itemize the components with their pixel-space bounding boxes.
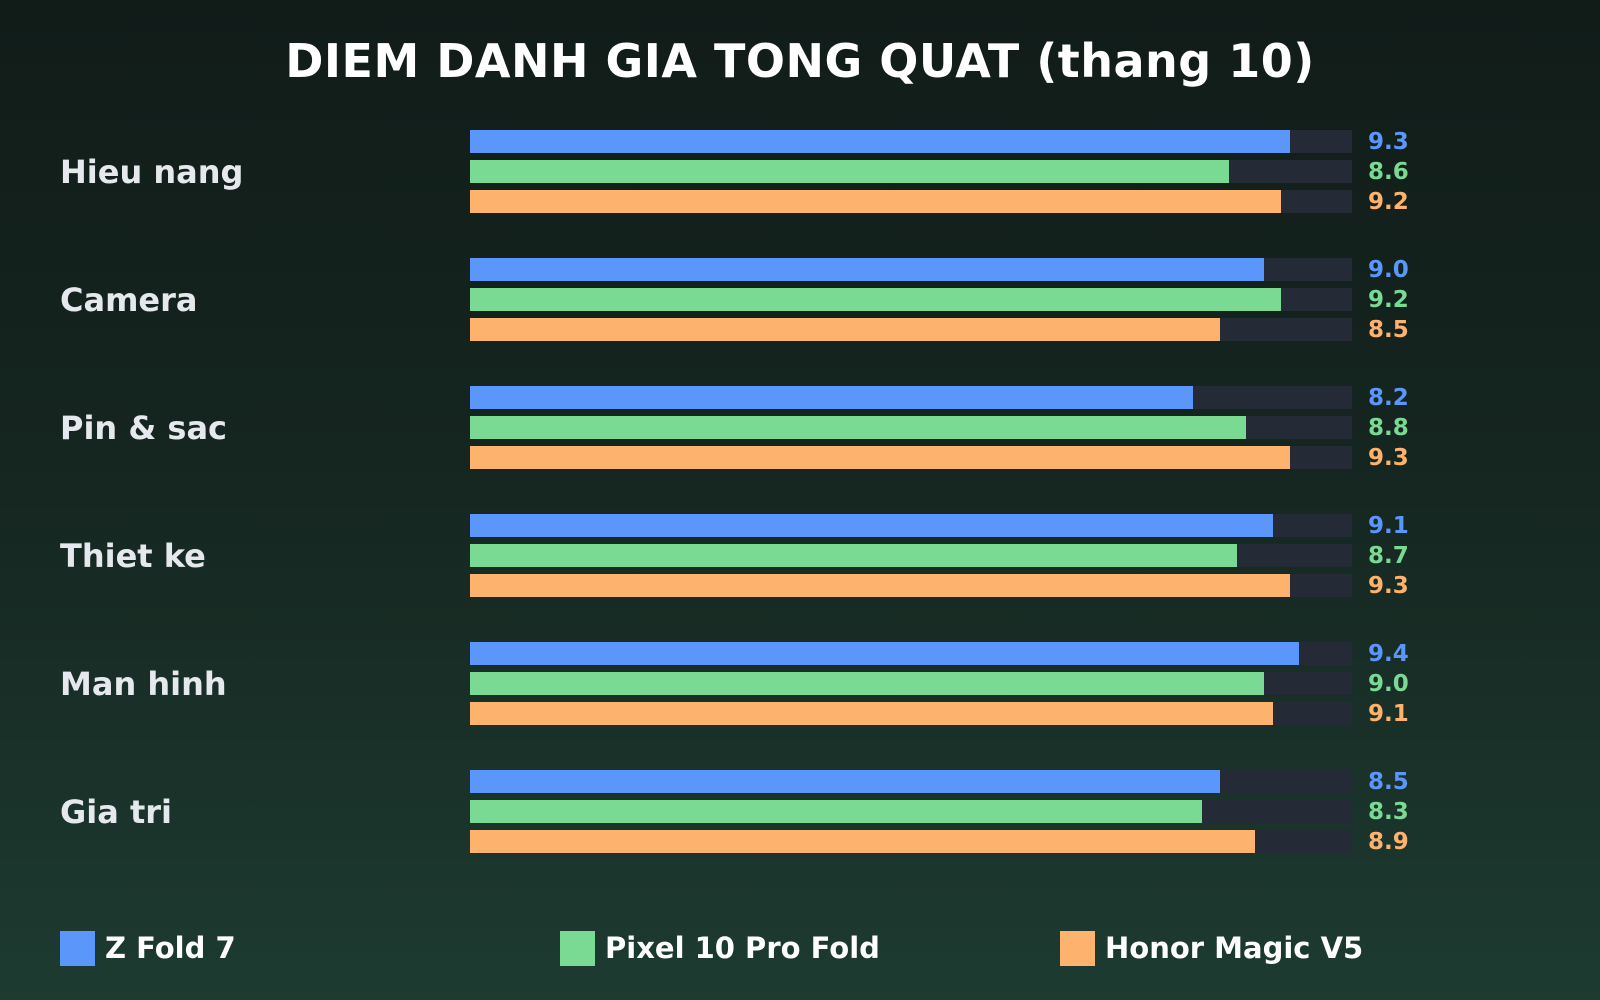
bar-gia-tri-honor-magic-v5 xyxy=(470,830,1255,853)
bar-thiet-ke-pixel-10-pro-fold xyxy=(470,544,1238,567)
bar-thiet-ke-honor-magic-v5 xyxy=(470,574,1291,597)
bar-track xyxy=(470,770,1352,793)
bar-track xyxy=(470,830,1352,853)
legend-label-pixel-10-pro-fold: Pixel 10 Pro Fold xyxy=(605,931,880,965)
bar-track xyxy=(470,130,1352,153)
value-label-pin-and-sac-pixel-10-pro-fold: 8.8 xyxy=(1368,415,1409,441)
bar-hieu-nang-pixel-10-pro-fold xyxy=(470,160,1229,183)
bar-pin-and-sac-honor-magic-v5 xyxy=(470,446,1291,469)
value-label-hieu-nang-pixel-10-pro-fold: 8.6 xyxy=(1368,159,1409,185)
bar-thiet-ke-z-fold-7 xyxy=(470,514,1273,537)
legend-item-honor-magic-v5: Honor Magic V5 xyxy=(1060,930,1363,966)
legend-swatch-z-fold-7 xyxy=(60,930,95,966)
bar-man-hinh-pixel-10-pro-fold xyxy=(470,672,1264,695)
value-label-pin-and-sac-honor-magic-v5: 9.3 xyxy=(1368,445,1409,471)
bar-camera-pixel-10-pro-fold xyxy=(470,288,1282,311)
value-label-camera-honor-magic-v5: 8.5 xyxy=(1368,317,1409,343)
bar-track xyxy=(470,258,1352,281)
category-label-camera: Camera xyxy=(60,280,198,319)
category-label-thiet-ke: Thiet ke xyxy=(60,536,206,575)
value-label-gia-tri-pixel-10-pro-fold: 8.3 xyxy=(1368,799,1409,825)
bar-track xyxy=(470,386,1352,409)
bar-camera-z-fold-7 xyxy=(470,258,1264,281)
legend-swatch-honor-magic-v5 xyxy=(1060,930,1095,966)
bar-gia-tri-pixel-10-pro-fold xyxy=(470,800,1203,823)
bar-track xyxy=(470,446,1352,469)
value-label-thiet-ke-pixel-10-pro-fold: 8.7 xyxy=(1368,543,1409,569)
legend-swatch-pixel-10-pro-fold xyxy=(560,930,595,966)
bar-track xyxy=(470,514,1352,537)
bar-track xyxy=(470,574,1352,597)
bar-hieu-nang-z-fold-7 xyxy=(470,130,1291,153)
value-label-hieu-nang-honor-magic-v5: 9.2 xyxy=(1368,189,1409,215)
bar-pin-and-sac-pixel-10-pro-fold xyxy=(470,416,1247,439)
bar-man-hinh-z-fold-7 xyxy=(470,642,1300,665)
bar-pin-and-sac-z-fold-7 xyxy=(470,386,1194,409)
legend-item-z-fold-7: Z Fold 7 xyxy=(60,930,236,966)
category-label-hieu-nang: Hieu nang xyxy=(60,152,244,191)
bar-track xyxy=(470,190,1352,213)
legend-label-honor-magic-v5: Honor Magic V5 xyxy=(1105,931,1364,965)
value-label-camera-z-fold-7: 9.0 xyxy=(1368,257,1409,283)
legend-item-pixel-10-pro-fold: Pixel 10 Pro Fold xyxy=(560,930,880,966)
legend-label-z-fold-7: Z Fold 7 xyxy=(105,931,236,965)
category-label-pin-and-sac: Pin & sac xyxy=(60,408,227,447)
bar-track xyxy=(470,318,1352,341)
bar-gia-tri-z-fold-7 xyxy=(470,770,1220,793)
value-label-man-hinh-z-fold-7: 9.4 xyxy=(1368,641,1409,667)
value-label-thiet-ke-honor-magic-v5: 9.3 xyxy=(1368,573,1409,599)
value-label-camera-pixel-10-pro-fold: 9.2 xyxy=(1368,287,1409,313)
bar-camera-honor-magic-v5 xyxy=(470,318,1220,341)
value-label-gia-tri-honor-magic-v5: 8.9 xyxy=(1368,829,1409,855)
value-label-gia-tri-z-fold-7: 8.5 xyxy=(1368,769,1409,795)
bar-track xyxy=(470,160,1352,183)
value-label-man-hinh-pixel-10-pro-fold: 9.0 xyxy=(1368,671,1409,697)
bar-track xyxy=(470,672,1352,695)
value-label-man-hinh-honor-magic-v5: 9.1 xyxy=(1368,701,1409,727)
bar-track xyxy=(470,416,1352,439)
bar-track xyxy=(470,702,1352,725)
bar-track xyxy=(470,642,1352,665)
bar-hieu-nang-honor-magic-v5 xyxy=(470,190,1282,213)
category-label-man-hinh: Man hinh xyxy=(60,664,227,703)
bar-track xyxy=(470,800,1352,823)
category-label-gia-tri: Gia tri xyxy=(60,792,173,831)
value-label-thiet-ke-z-fold-7: 9.1 xyxy=(1368,513,1409,539)
value-label-pin-and-sac-z-fold-7: 8.2 xyxy=(1368,385,1409,411)
bar-track xyxy=(470,288,1352,311)
value-label-hieu-nang-z-fold-7: 9.3 xyxy=(1368,129,1409,155)
bar-track xyxy=(470,544,1352,567)
chart-title: DIEM DANH GIA TONG QUAT (thang 10) xyxy=(285,34,1315,88)
bar-man-hinh-honor-magic-v5 xyxy=(470,702,1273,725)
